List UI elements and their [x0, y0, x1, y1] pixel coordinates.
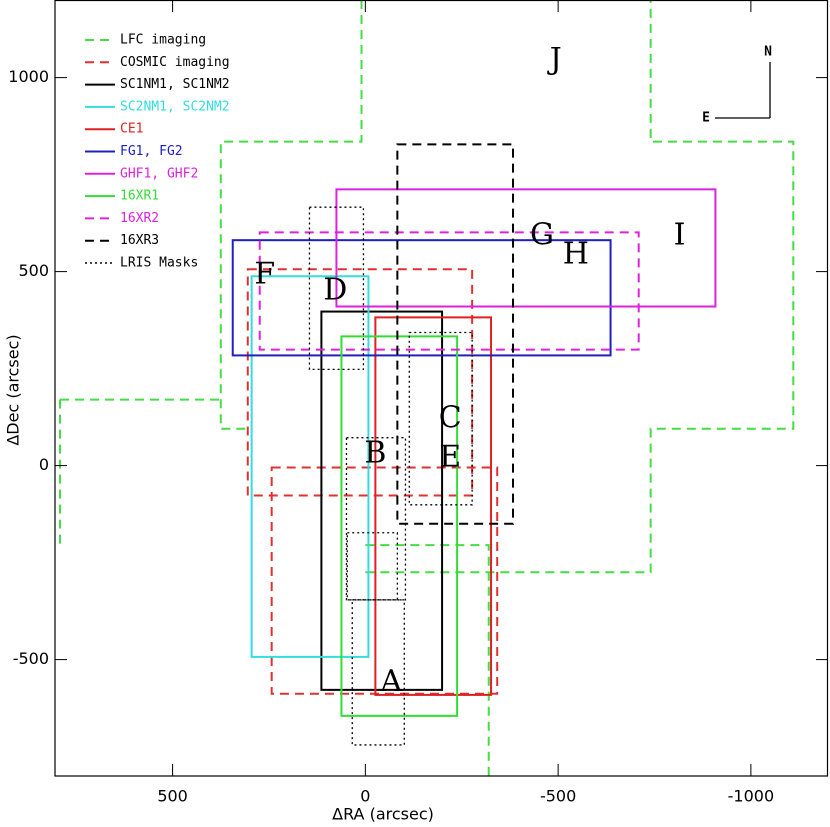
footprint-rect [408, 331, 473, 506]
footprint-rect [346, 532, 399, 601]
footprint-outline [365, 0, 795, 574]
legend-label: LRIS Masks [120, 256, 198, 271]
y-tick-label: -500 [13, 649, 49, 668]
region-label: J [547, 42, 562, 77]
legend-label: 16XR3 [120, 233, 159, 248]
footprint-rect [335, 188, 717, 308]
region-label: C [439, 400, 462, 435]
footprint-rect [374, 316, 493, 696]
footprint-rect [396, 143, 515, 525]
region-label: E [439, 440, 461, 475]
legend-label: COSMIC imaging [120, 55, 230, 70]
axes-frame [54, 0, 829, 777]
footprint-rect [258, 231, 640, 351]
region-label: I [674, 217, 686, 252]
region-label: G [530, 217, 554, 252]
footprint-rect [270, 466, 499, 695]
legend-label: FG1, FG2 [120, 144, 183, 159]
compass-east: E [702, 111, 710, 126]
x-tick-label: -500 [540, 787, 576, 806]
compass-north: N [764, 45, 772, 60]
region-label: H [563, 236, 589, 271]
footprint-rect [250, 275, 370, 658]
legend-label: SC1NM1, SC1NM2 [120, 77, 230, 92]
y-tick-label: 0 [39, 455, 49, 474]
footprint-rect [351, 599, 405, 746]
legend-label: SC2NM1, SC2NM2 [120, 99, 230, 114]
legend-label: GHF1, GHF2 [120, 166, 198, 181]
legend-label: CE1 [120, 122, 143, 137]
legend-label: LFC imaging [120, 33, 206, 48]
footprint-rect [231, 239, 612, 357]
legend-label: 16XR2 [120, 211, 159, 226]
legend-label: 16XR1 [120, 189, 159, 204]
x-tick-label: -1000 [728, 787, 775, 806]
footprint-outline [365, 544, 490, 776]
region-label: B [364, 436, 386, 471]
footprint-rect [345, 437, 407, 601]
region-label: A [379, 664, 402, 699]
region-label: D [323, 272, 347, 307]
y-axis-label: ΔDec (arcsec) [4, 334, 23, 445]
x-tick-label: 500 [157, 787, 188, 806]
y-tick-label: 1000 [8, 67, 49, 86]
compass: N E [702, 45, 772, 126]
footprint-rect [320, 310, 444, 691]
region-label: F [254, 256, 275, 291]
footprint-rect [340, 335, 459, 717]
x-tick-label: 0 [360, 787, 370, 806]
y-tick-label: 500 [18, 261, 49, 280]
footprint-rect [308, 206, 365, 371]
x-axis-label: ΔRA (arcsec) [332, 805, 434, 824]
plot-area [59, 0, 795, 776]
footprint-rect [246, 268, 474, 497]
footprint-outline [219, 0, 363, 430]
